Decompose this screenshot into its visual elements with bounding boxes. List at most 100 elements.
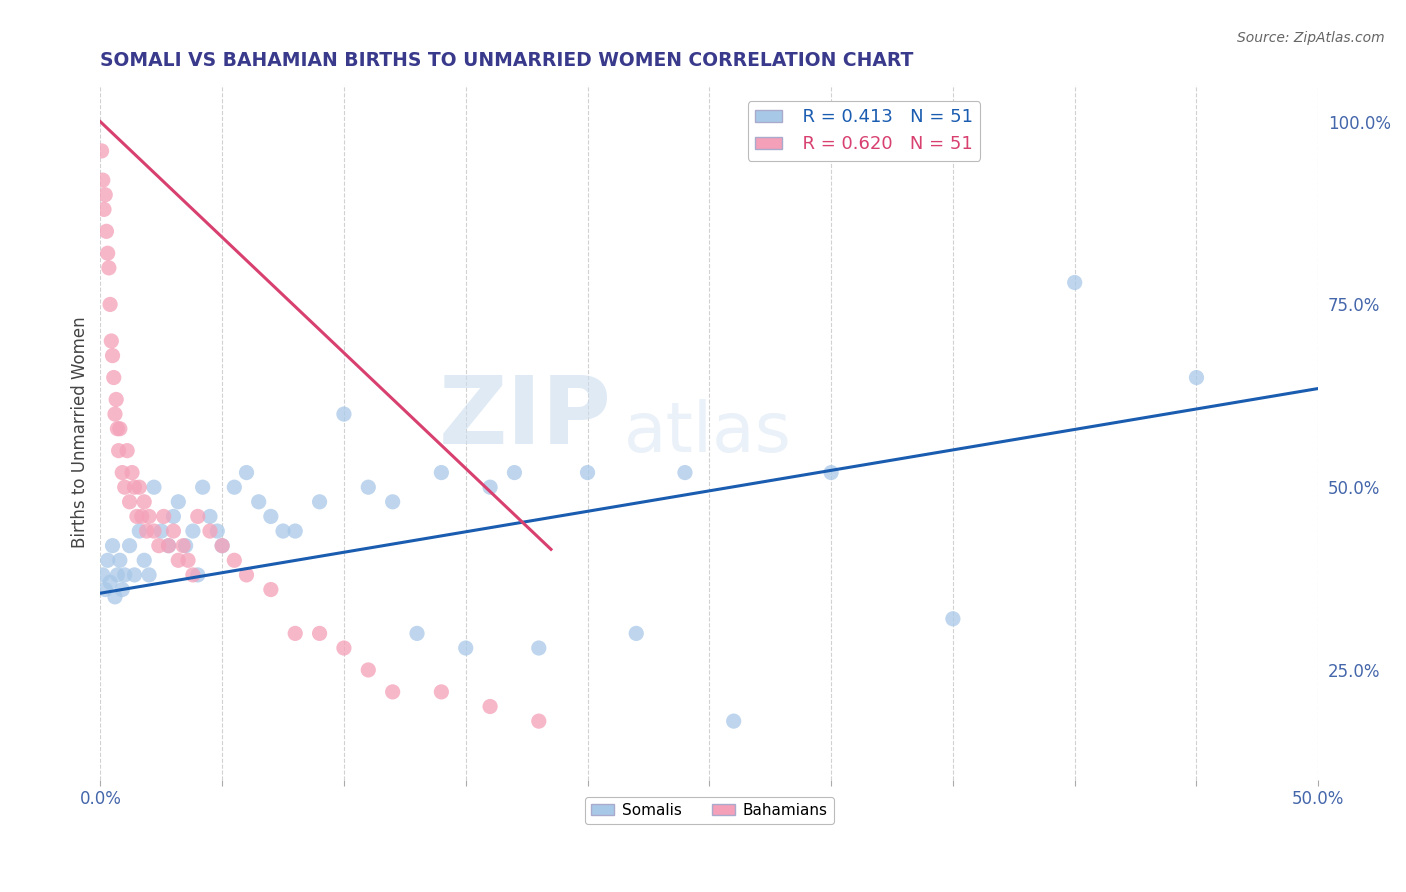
Point [108, 553, 131, 567]
Point [115, 443, 138, 458]
Point [503, 466, 526, 480]
Point [91, 173, 114, 187]
Point [187, 568, 209, 582]
Point [105, 392, 128, 407]
Point [138, 509, 160, 524]
Point [211, 539, 233, 553]
Point [191, 480, 214, 494]
Point [97, 553, 120, 567]
Point [148, 539, 170, 553]
Point [527, 640, 550, 655]
Point [357, 663, 380, 677]
Point [430, 685, 453, 699]
Point [97, 246, 120, 260]
Point [107, 422, 129, 436]
Point [118, 495, 141, 509]
Text: Source: ZipAtlas.com: Source: ZipAtlas.com [1237, 31, 1385, 45]
Point [333, 640, 356, 655]
Y-axis label: Births to Unmarried Women: Births to Unmarried Women [72, 317, 89, 549]
Point [134, 495, 156, 509]
Point [94, 187, 117, 202]
Point [150, 524, 173, 538]
Point [111, 582, 134, 597]
Point [104, 590, 127, 604]
Point [224, 553, 246, 567]
Point [131, 509, 153, 524]
Point [381, 685, 404, 699]
Point [90, 144, 112, 158]
Point [152, 509, 174, 524]
Point [260, 582, 283, 597]
Point [107, 443, 129, 458]
Point [527, 714, 550, 728]
Point [271, 524, 294, 538]
Point [97, 260, 120, 275]
Point [235, 568, 257, 582]
Point [357, 480, 380, 494]
Point [142, 524, 165, 538]
Text: ZIP: ZIP [439, 373, 612, 465]
Point [235, 466, 257, 480]
Point [308, 626, 330, 640]
Point [162, 509, 184, 524]
Point [134, 553, 156, 567]
Point [101, 349, 124, 363]
Point [177, 553, 200, 567]
Point [100, 334, 122, 348]
Point [673, 466, 696, 480]
Point [198, 524, 221, 538]
Point [91, 568, 114, 582]
Legend: Somalis, Bahamians: Somalis, Bahamians [585, 797, 834, 824]
Point [111, 466, 134, 480]
Point [723, 714, 745, 728]
Point [181, 524, 204, 538]
Point [479, 699, 502, 714]
Point [128, 524, 150, 538]
Point [167, 553, 190, 567]
Point [198, 509, 221, 524]
Point [1063, 276, 1085, 290]
Point [118, 539, 141, 553]
Point [181, 568, 204, 582]
Point [284, 626, 307, 640]
Point [101, 539, 124, 553]
Point [121, 466, 143, 480]
Point [479, 480, 502, 494]
Point [114, 568, 136, 582]
Point [94, 582, 117, 597]
Point [167, 495, 190, 509]
Point [187, 509, 209, 524]
Point [626, 626, 648, 640]
Point [114, 480, 136, 494]
Point [104, 407, 127, 421]
Point [247, 495, 270, 509]
Point [98, 575, 121, 590]
Point [174, 539, 197, 553]
Point [138, 568, 160, 582]
Point [211, 539, 233, 553]
Point [157, 539, 180, 553]
Point [1185, 370, 1208, 384]
Point [93, 202, 115, 217]
Point [576, 466, 599, 480]
Point [142, 480, 165, 494]
Point [96, 224, 118, 238]
Point [103, 370, 125, 384]
Point [284, 524, 307, 538]
Point [172, 539, 194, 553]
Point [224, 480, 246, 494]
Point [125, 509, 148, 524]
Point [260, 509, 283, 524]
Point [107, 568, 129, 582]
Point [942, 612, 965, 626]
Point [381, 495, 404, 509]
Point [135, 524, 157, 538]
Point [820, 466, 842, 480]
Text: atlas: atlas [624, 399, 792, 466]
Point [162, 524, 184, 538]
Text: SOMALI VS BAHAMIAN BIRTHS TO UNMARRIED WOMEN CORRELATION CHART: SOMALI VS BAHAMIAN BIRTHS TO UNMARRIED W… [100, 51, 914, 70]
Point [454, 640, 477, 655]
Point [207, 524, 229, 538]
Point [98, 297, 121, 311]
Point [333, 407, 356, 421]
